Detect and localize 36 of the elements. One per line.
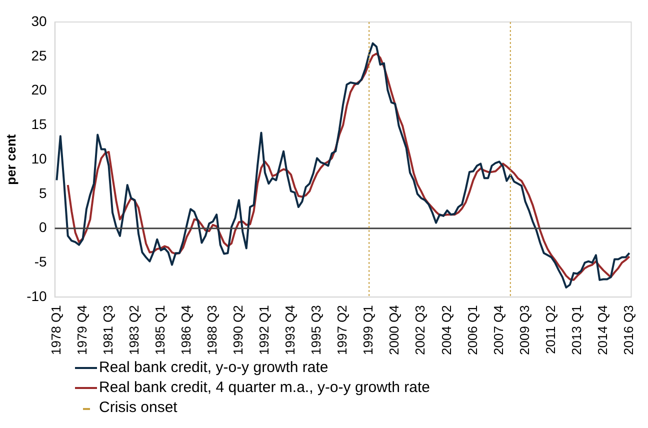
legend-label: Real bank credit, 4 quarter m.a., y-o-y growth rate <box>99 378 430 398</box>
x-tick-label: 2014 Q4 <box>594 305 610 355</box>
legend-label: Crisis onset <box>99 398 178 418</box>
x-tick-label: 1995 Q3 <box>308 305 324 355</box>
y-tick-label: -10 <box>26 288 48 304</box>
x-tick-label: 2016 Q3 <box>620 305 636 355</box>
x-tick-label: 2009 Q3 <box>516 305 532 355</box>
x-tick-label: 2004 Q2 <box>438 305 454 355</box>
x-tick-label: 1988 Q3 <box>204 305 220 355</box>
y-axis-title: per cent <box>3 134 18 185</box>
y-tick-label: 15 <box>31 116 48 132</box>
x-tick-label: 1983 Q2 <box>126 305 142 355</box>
x-tick-label: 2013 Q1 <box>568 305 584 355</box>
x-tick-label: 1993 Q4 <box>282 305 298 355</box>
x-tick-label: 1978 Q1 <box>48 305 64 355</box>
x-tick-label: 1992 Q1 <box>256 305 272 355</box>
x-tick-label: 1999 Q1 <box>360 305 376 355</box>
x-tick-label: 2007 Q4 <box>490 305 506 355</box>
y-tick-label: 30 <box>31 12 48 29</box>
x-tick-label: 1997 Q2 <box>334 305 350 355</box>
x-tick-label: 2002 Q3 <box>412 305 428 355</box>
x-tick-label: 2011 Q2 <box>542 305 558 354</box>
x-tick-label: 1985 Q1 <box>152 305 168 355</box>
x-tick-label: 1979 Q4 <box>74 305 90 355</box>
legend-label: Real bank credit, y-o-y growth rate <box>99 358 328 378</box>
x-tick-label: 1981 Q3 <box>100 305 116 355</box>
x-tick-label: 2006 Q1 <box>464 305 480 355</box>
y-tick-label: 25 <box>31 47 48 64</box>
y-tick-label: -5 <box>34 254 48 270</box>
y-tick-label: 0 <box>39 219 48 236</box>
x-tick-label: 1986 Q4 <box>178 305 194 355</box>
y-tick-label: 5 <box>39 184 48 201</box>
x-tick-label: 1990 Q2 <box>230 305 246 355</box>
x-tick-label: 2000 Q4 <box>386 305 402 355</box>
y-tick-label: 10 <box>31 150 48 166</box>
y-tick-label: 20 <box>31 82 48 98</box>
